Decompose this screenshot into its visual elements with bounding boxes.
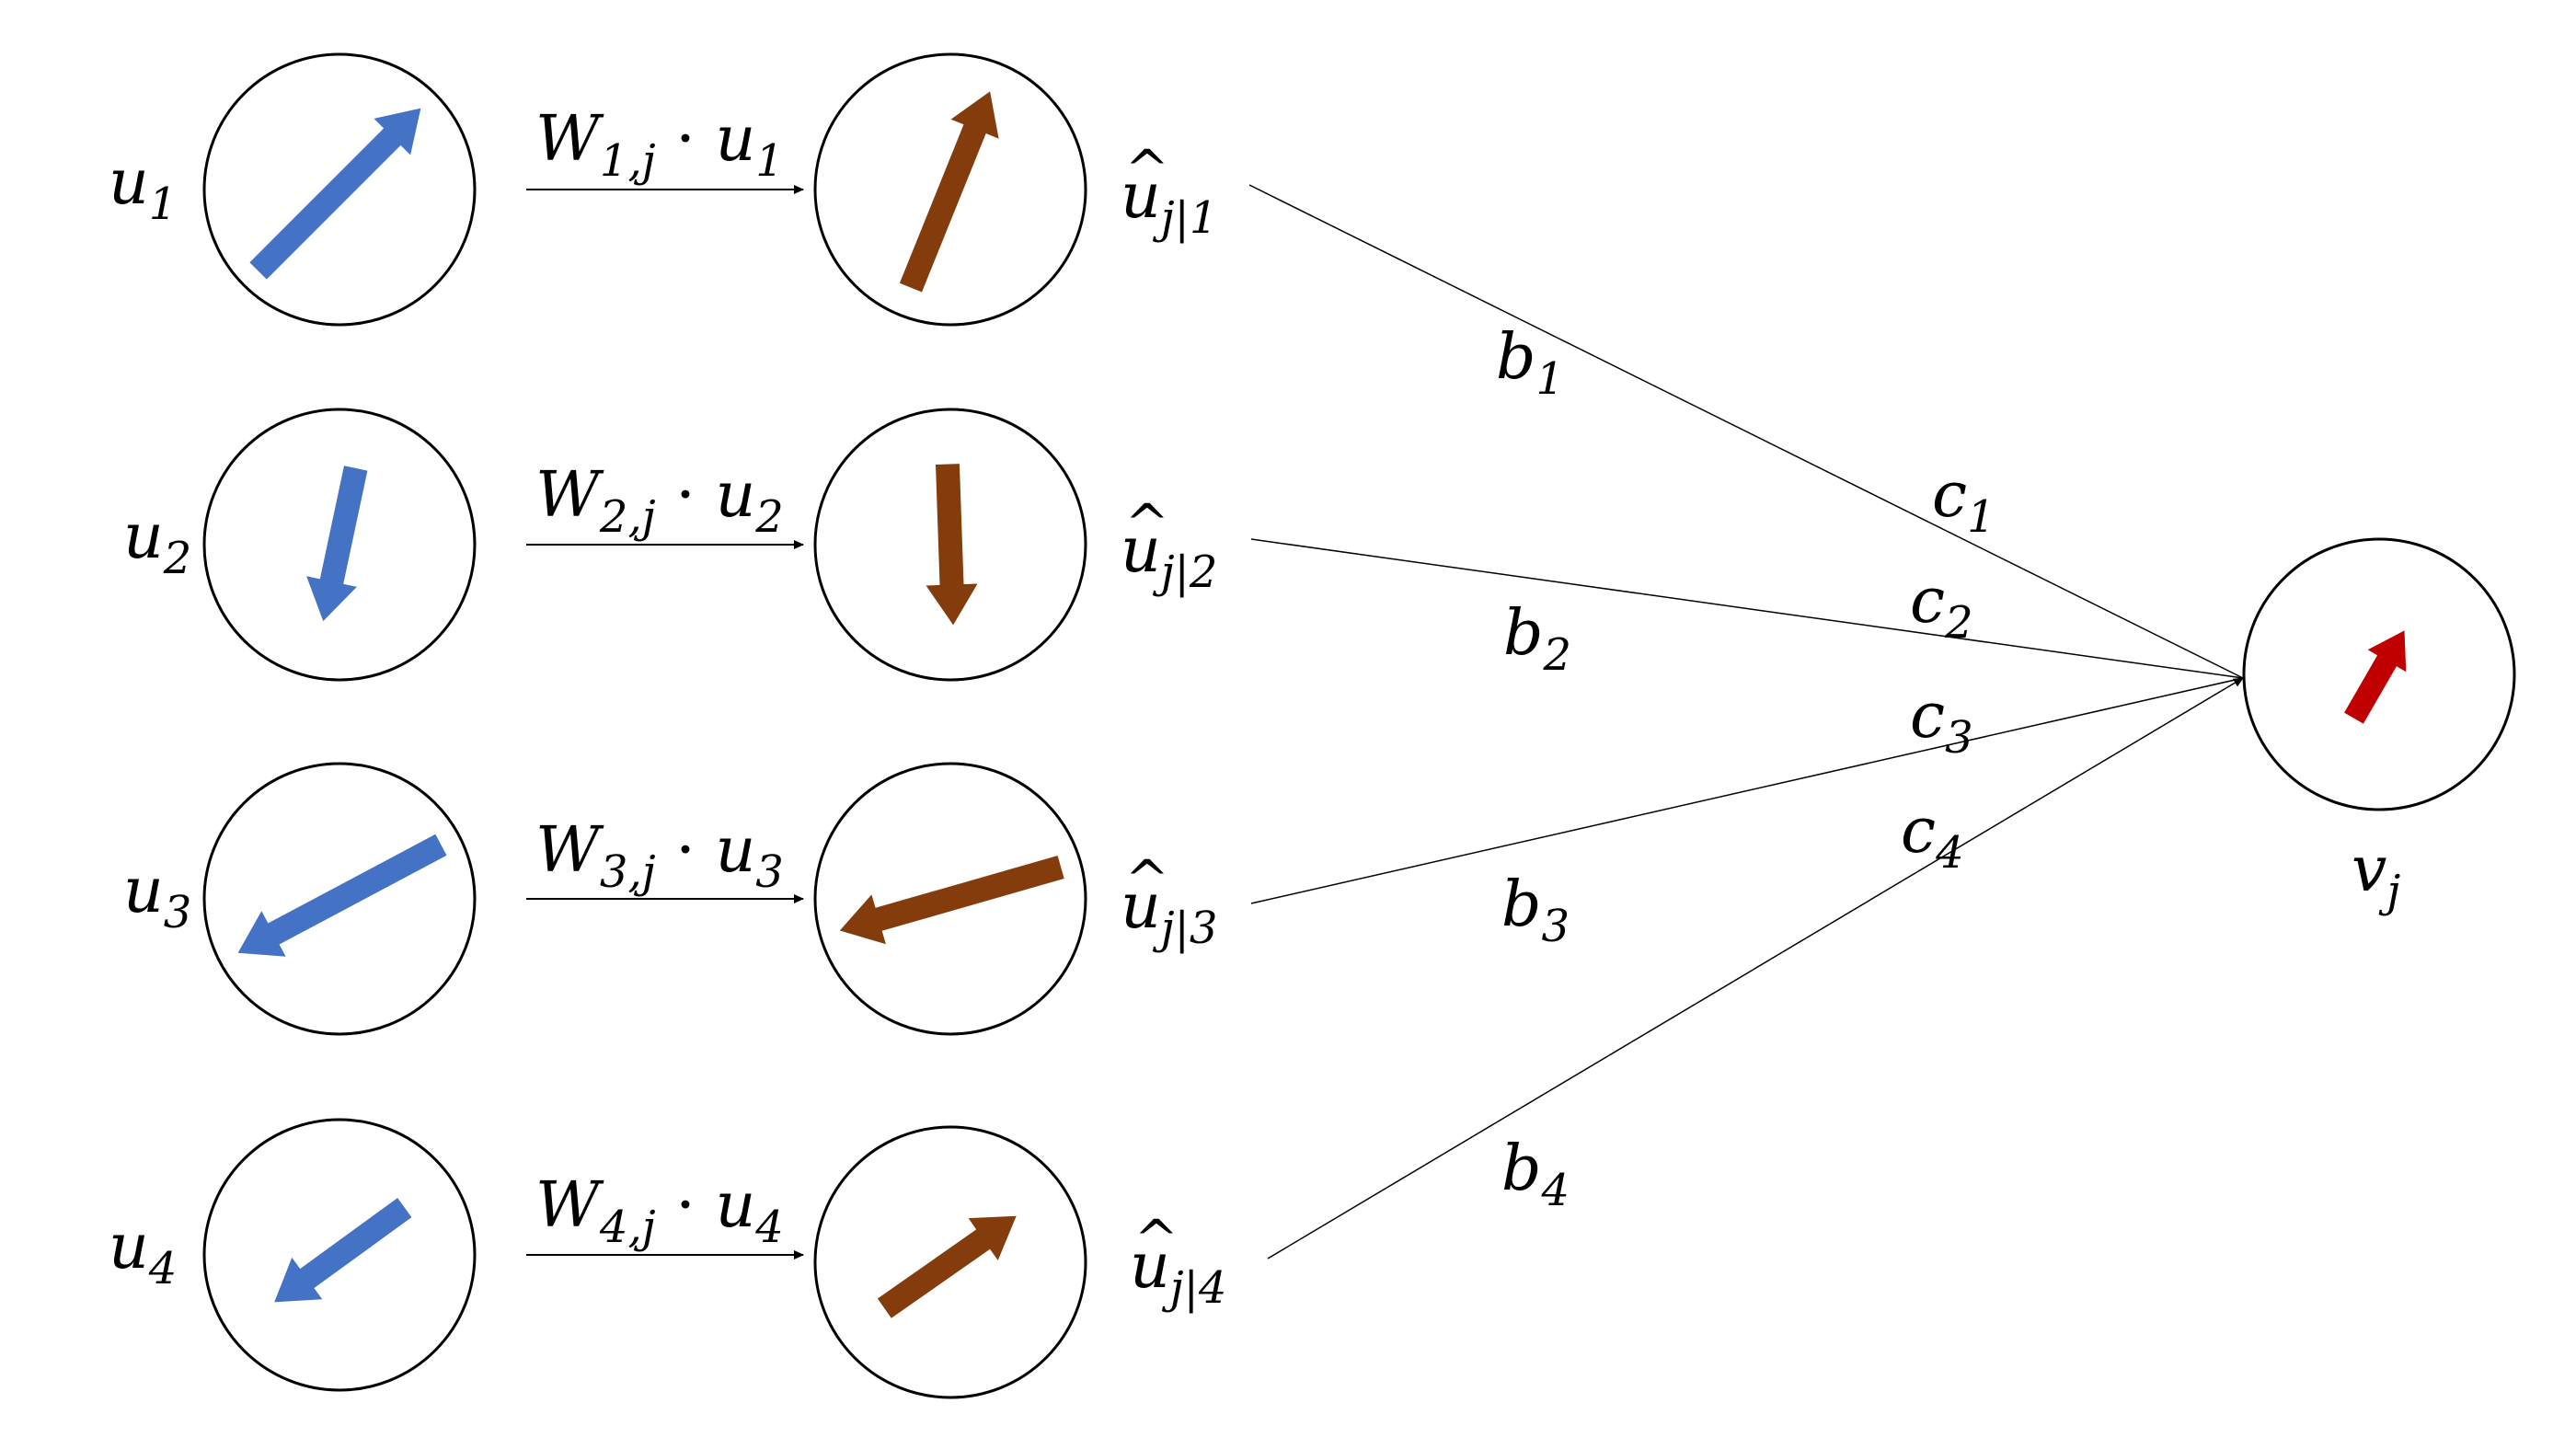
- coupling-logit-label-2: b2: [1503, 603, 1571, 677]
- coupling-coefficient-label-3: c3: [1910, 685, 1973, 760]
- input-label-3: u3: [123, 860, 191, 935]
- prediction-label-4: uj|4: [1130, 1213, 1226, 1310]
- c-symbol: c: [1901, 795, 1937, 868]
- prediction-vector-arrow-1: [899, 91, 999, 293]
- input-symbol: u: [715, 814, 756, 887]
- output-vector-arrow: [2344, 630, 2407, 724]
- weight-index: 2,j: [599, 490, 656, 543]
- weight-index: 3,j: [599, 845, 656, 898]
- transform-label-3: W3,j · u3: [535, 820, 784, 894]
- c-index: 2: [1945, 596, 1973, 649]
- b-symbol: b: [1503, 597, 1544, 670]
- input-symbol: u: [715, 459, 756, 532]
- prediction-index: j|2: [1160, 546, 1218, 598]
- prediction-symbol: u: [1121, 144, 1169, 228]
- coupling-logit-label-3: b3: [1501, 874, 1570, 949]
- c-index: 1: [1967, 490, 1995, 543]
- input-index: 3: [755, 845, 784, 898]
- input-symbol: u: [715, 103, 756, 176]
- input-index: 2: [755, 490, 784, 543]
- prediction-label-1: uj|1: [1121, 144, 1217, 240]
- weight-index: 1,j: [599, 134, 656, 187]
- input-index: 1: [755, 134, 784, 187]
- prediction-vector-arrow-2: [926, 464, 978, 626]
- c-symbol: c: [1910, 680, 1946, 753]
- input-symbol: u: [123, 855, 164, 927]
- input-label-4: u4: [109, 1216, 177, 1291]
- c-symbol: c: [1910, 565, 1946, 638]
- routing-line-1: [1248, 184, 2244, 679]
- input-vector-arrow-4: [274, 1198, 412, 1303]
- prediction-index: j|1: [1160, 191, 1218, 244]
- output-symbol: v: [2352, 834, 2387, 906]
- input-index: 4: [148, 1242, 178, 1294]
- b-index: 2: [1543, 628, 1572, 681]
- input-vector-arrow-3: [237, 834, 447, 957]
- dot-operator: ·: [675, 814, 696, 887]
- dot-operator: ·: [675, 103, 696, 176]
- prediction-label-2: uj|2: [1121, 498, 1217, 594]
- prediction-index: j|4: [1169, 1261, 1227, 1314]
- c-index: 4: [1936, 826, 1964, 879]
- input-index: 4: [755, 1201, 784, 1253]
- c-symbol: c: [1932, 459, 1968, 532]
- b-index: 3: [1541, 900, 1570, 952]
- output-label: vj: [2352, 839, 2400, 914]
- input-symbol: u: [715, 1169, 756, 1242]
- dot-operator: ·: [675, 459, 696, 532]
- input-index: 2: [163, 532, 192, 584]
- prediction-symbol: u: [1130, 1213, 1179, 1298]
- weight-index: 4,j: [599, 1201, 656, 1253]
- routing-line-2: [1250, 538, 2244, 679]
- prediction-index: j|3: [1160, 902, 1218, 954]
- b-index: 1: [1535, 352, 1565, 405]
- prediction-label-3: uj|3: [1121, 854, 1217, 950]
- transform-label-1: W1,j · u1: [535, 109, 784, 183]
- prediction-vector-arrow-3: [839, 856, 1064, 945]
- prediction-vector-arrow-4: [877, 1215, 1017, 1318]
- input-index: 3: [163, 886, 192, 938]
- input-symbol: u: [109, 146, 149, 219]
- coupling-coefficient-label-1: c1: [1932, 465, 1995, 539]
- b-index: 4: [1541, 1164, 1570, 1216]
- input-label-2: u2: [123, 506, 191, 581]
- coupling-coefficient-label-2: c2: [1910, 570, 1973, 645]
- routing-line-4: [1267, 677, 2244, 1259]
- transform-label-4: W4,j · u4: [535, 1175, 784, 1249]
- prediction-symbol: u: [1121, 854, 1169, 938]
- dot-operator: ·: [675, 1169, 696, 1242]
- weight-symbol: W: [535, 814, 600, 887]
- weight-symbol: W: [535, 1169, 600, 1242]
- c-index: 3: [1945, 711, 1973, 764]
- input-symbol: u: [109, 1211, 149, 1283]
- transform-label-2: W2,j · u2: [535, 465, 784, 539]
- output-index: j: [2386, 865, 2401, 917]
- weight-symbol: W: [535, 459, 600, 532]
- b-symbol: b: [1496, 321, 1536, 394]
- input-label-1: u1: [109, 152, 177, 226]
- input-symbol: u: [123, 500, 164, 573]
- weight-symbol: W: [535, 103, 600, 176]
- coupling-coefficient-label-4: c4: [1901, 800, 1964, 875]
- prediction-symbol: u: [1121, 498, 1169, 582]
- coupling-logit-label-1: b1: [1496, 327, 1564, 401]
- input-vector-arrow-2: [306, 466, 368, 622]
- b-symbol: b: [1501, 868, 1542, 941]
- input-index: 1: [148, 178, 178, 230]
- b-symbol: b: [1501, 1133, 1542, 1205]
- input-vector-arrow-1: [249, 108, 421, 280]
- routing-line-3: [1250, 677, 2244, 904]
- coupling-logit-label-4: b4: [1501, 1138, 1570, 1213]
